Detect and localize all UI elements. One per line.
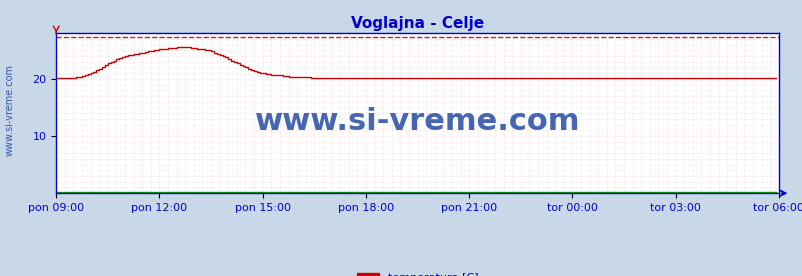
- Legend: temperatura [C], pretok [m3/s]: temperatura [C], pretok [m3/s]: [352, 269, 482, 276]
- Text: www.si-vreme.com: www.si-vreme.com: [5, 64, 14, 156]
- Title: Voglajna - Celje: Voglajna - Celje: [350, 15, 484, 31]
- Text: www.si-vreme.com: www.si-vreme.com: [254, 107, 580, 136]
